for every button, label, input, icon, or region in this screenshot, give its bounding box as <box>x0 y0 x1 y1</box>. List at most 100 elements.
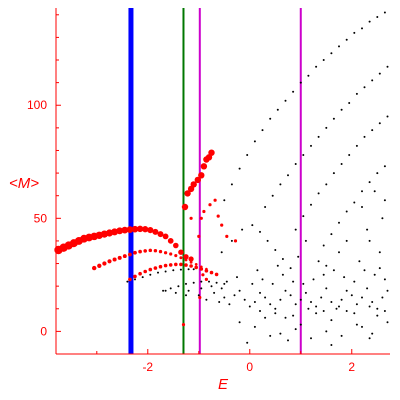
red-point-3-1 <box>184 190 191 197</box>
black-point-10-50 <box>353 280 356 283</box>
x-axis-label: E <box>218 376 229 393</box>
black-point-4-1 <box>230 183 233 186</box>
black-point-4-17 <box>353 31 356 34</box>
black-point-10-62 <box>325 264 328 267</box>
red-point-2-0 <box>128 277 132 282</box>
black-point-10-100 <box>353 312 356 315</box>
black-point-9-18 <box>223 282 226 285</box>
black-point-9-9 <box>192 268 195 271</box>
black-point-4-8 <box>284 99 287 102</box>
black-point-10-53 <box>383 278 386 281</box>
black-point-4-5 <box>261 129 264 132</box>
x-tick-label: -2 <box>142 360 153 374</box>
red-point-2-12 <box>189 264 193 268</box>
black-point-10-44 <box>292 280 295 283</box>
red-point-1-13 <box>158 249 163 254</box>
black-point-10-103 <box>220 287 223 290</box>
red-point-2-4 <box>148 267 153 272</box>
red-point-3-10 <box>189 216 193 220</box>
black-point-10-92 <box>330 344 333 346</box>
black-point-8-8 <box>289 267 292 270</box>
red-point-1-20 <box>194 263 198 266</box>
black-point-7-4 <box>353 201 356 204</box>
black-point-10-65 <box>381 217 384 220</box>
x-tick-label: 2 <box>348 360 355 374</box>
black-point-10-71 <box>238 321 241 324</box>
red-point-0-15 <box>131 225 139 233</box>
black-point-8-1 <box>230 239 233 242</box>
red-point-0-17 <box>142 226 149 233</box>
black-point-9-8 <box>187 268 190 271</box>
black-point-10-67 <box>373 190 376 193</box>
black-point-5-4 <box>294 163 297 165</box>
black-point-10-24 <box>320 296 323 299</box>
black-point-4-18 <box>361 27 363 30</box>
black-point-10-9 <box>243 298 246 301</box>
red-point-2-16 <box>209 270 214 275</box>
black-point-10-74 <box>284 316 287 319</box>
black-point-5-6 <box>310 144 312 147</box>
black-point-5-13 <box>363 86 366 89</box>
black-point-6-12 <box>386 115 389 118</box>
black-point-10-58 <box>338 251 340 254</box>
black-point-5-1 <box>271 194 274 197</box>
y-axis-label: <M> <box>9 175 39 192</box>
black-point-10-90 <box>246 341 249 344</box>
red-point-2-10 <box>179 262 183 267</box>
black-point-10-72 <box>253 325 256 328</box>
black-point-9-4 <box>157 271 159 274</box>
black-point-10-81 <box>264 316 267 319</box>
black-point-10-29 <box>345 289 348 292</box>
black-point-5-12 <box>355 92 358 95</box>
black-point-10-38 <box>225 280 228 283</box>
black-point-10-22 <box>310 301 312 303</box>
black-point-10-105 <box>200 287 203 290</box>
black-point-10-80 <box>376 314 379 317</box>
black-point-10-21 <box>304 291 307 294</box>
black-point-10-54 <box>256 269 259 272</box>
black-point-6-1 <box>302 215 305 218</box>
black-point-6-3 <box>317 192 320 195</box>
black-point-5-16 <box>386 65 389 68</box>
y-tick-label: 100 <box>27 98 47 112</box>
black-point-4-3 <box>246 154 249 156</box>
black-point-10-28 <box>340 298 343 301</box>
black-point-7-2 <box>338 221 340 224</box>
black-point-10-83 <box>294 328 297 331</box>
black-point-6-5 <box>332 172 335 175</box>
black-point-5-11 <box>348 102 351 104</box>
black-point-10-68 <box>383 199 386 202</box>
black-point-9-3 <box>149 273 152 276</box>
black-point-10-66 <box>361 206 363 208</box>
black-point-7-7 <box>376 172 379 175</box>
black-point-10-94 <box>259 310 261 312</box>
y-tick-label: 50 <box>34 211 48 225</box>
red-point-1-5 <box>117 255 122 260</box>
black-point-10-108 <box>164 289 167 292</box>
black-point-7-5 <box>361 190 363 193</box>
black-point-5-7 <box>317 135 320 138</box>
black-point-10-2 <box>205 298 208 301</box>
red-point-1-9 <box>138 249 142 254</box>
black-point-10-34 <box>371 301 374 303</box>
black-point-10-18 <box>289 294 292 297</box>
black-point-10-69 <box>368 239 371 242</box>
black-point-9-6 <box>172 269 175 272</box>
black-point-10-79 <box>361 325 363 328</box>
black-point-10-101 <box>368 305 371 308</box>
black-point-4-4 <box>253 140 256 143</box>
red-point-0-21 <box>162 233 169 240</box>
black-point-10-52 <box>373 273 376 276</box>
red-point-1-6 <box>122 254 127 259</box>
black-point-10-61 <box>304 239 307 242</box>
red-point-1-2 <box>102 261 107 266</box>
black-point-6-9 <box>363 135 366 138</box>
black-point-4-16 <box>345 38 348 41</box>
red-point-1-11 <box>148 248 153 253</box>
black-point-10-64 <box>366 228 369 231</box>
red-point-3-11 <box>197 234 201 238</box>
red-point-2-17 <box>214 272 219 277</box>
black-point-10-91 <box>287 339 289 342</box>
black-point-10-85 <box>325 330 328 333</box>
black-point-10-93 <box>368 337 371 340</box>
